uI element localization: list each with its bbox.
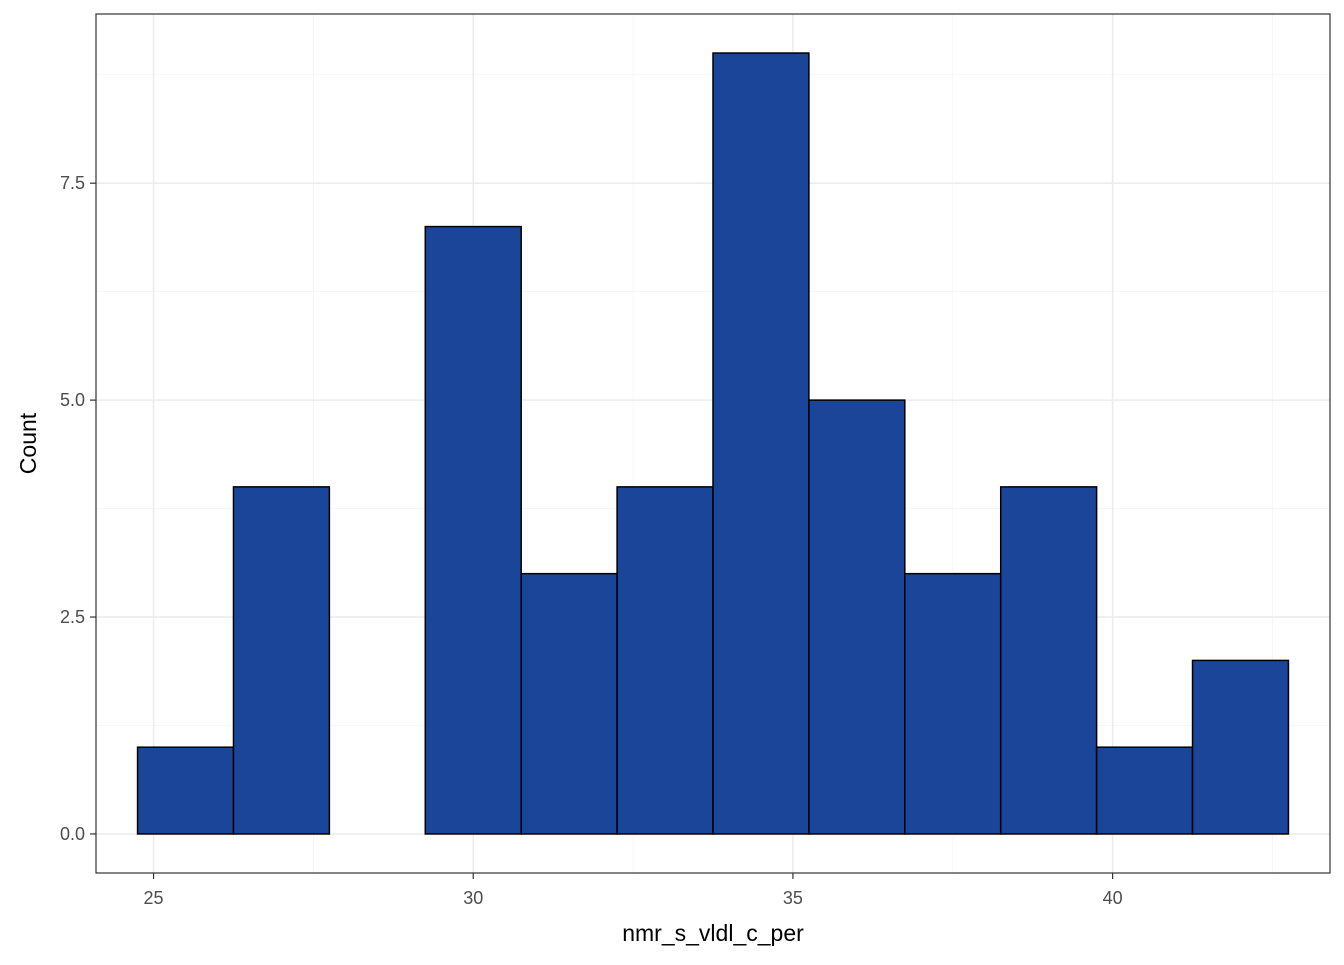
x-tick-label: 30 [463,888,483,908]
histogram-bar [232,486,331,835]
histogram-bar [1095,746,1194,835]
y-axis-title: Count [15,412,41,474]
x-tick-label: 25 [144,888,164,908]
x-axis-ticks: 25 30 35 40 [144,873,1123,908]
y-tick-label: 5.0 [60,390,85,410]
histogram-bar [904,572,1002,835]
histogram-bars [136,52,1290,835]
panel-border [95,13,1331,874]
x-tick-label: 40 [1103,888,1123,908]
x-tick-label: 35 [783,888,803,908]
histogram-bar [136,746,235,835]
x-axis-title: nmr_s_vldl_c_per [622,920,804,946]
histogram-bar [808,399,906,835]
y-axis-ticks: 0.0 2.5 5.0 7.5 [60,173,96,844]
y-tick-label: 7.5 [60,173,85,193]
histogram-bar [1191,659,1290,835]
histogram-bar [999,486,1098,835]
histogram-bar [520,572,618,835]
y-tick-label: 0.0 [60,824,85,844]
histogram-bar [712,52,810,835]
y-tick-label: 2.5 [60,607,85,627]
histogram-bar [616,486,714,835]
histogram-bar [424,225,522,835]
